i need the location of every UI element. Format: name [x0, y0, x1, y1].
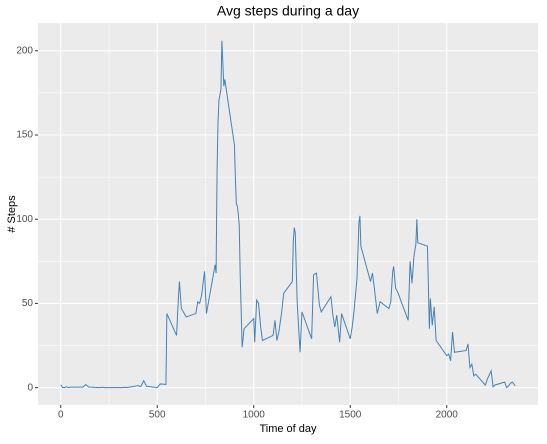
chart-title: Avg steps during a day [217, 3, 359, 19]
y-axis-label: # Steps [6, 195, 18, 233]
y-tick-label: 100 [16, 214, 33, 225]
panel [38, 23, 538, 405]
x-tick-label: 0 [58, 410, 64, 421]
x-tick-label: 1000 [243, 410, 266, 421]
y-tick-label: 50 [22, 298, 34, 309]
y-tick-label: 0 [27, 382, 33, 393]
y-tick-label: 200 [16, 45, 33, 56]
x-axis-label: Time of day [259, 423, 317, 435]
data-line [60, 40, 516, 389]
x-tick-label: 500 [149, 410, 166, 421]
x-tick-label: 2000 [436, 410, 459, 421]
y-tick-label: 150 [16, 130, 33, 141]
x-tick-label: 1500 [339, 410, 362, 421]
